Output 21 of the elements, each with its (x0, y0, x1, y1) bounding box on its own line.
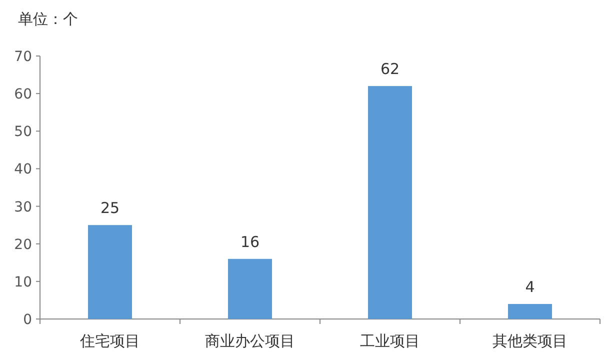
y-tick-label: 30 (14, 199, 32, 216)
y-axis-title: 单位：个 (18, 10, 78, 28)
data-label: 62 (380, 60, 400, 78)
x-tick-label: 工业项目 (360, 332, 420, 350)
bar (88, 225, 132, 319)
bar (508, 304, 552, 319)
y-tick-label: 10 (14, 274, 32, 290)
bar (228, 258, 272, 319)
y-tick-label: 0 (23, 312, 32, 328)
y-tick-label: 50 (14, 124, 32, 140)
data-label: 4 (525, 278, 535, 296)
x-tick-label: 住宅项目 (79, 332, 140, 350)
x-tick-label: 其他类项目 (492, 332, 568, 350)
y-tick-label: 20 (14, 236, 32, 253)
y-tick-label: 40 (14, 162, 32, 178)
data-label: 25 (100, 199, 120, 218)
y-tick-label: 70 (14, 49, 32, 65)
bar (368, 86, 412, 319)
y-tick-label: 60 (14, 86, 32, 103)
x-tick-label: 商业办公项目 (205, 332, 295, 350)
data-label: 16 (240, 232, 260, 251)
